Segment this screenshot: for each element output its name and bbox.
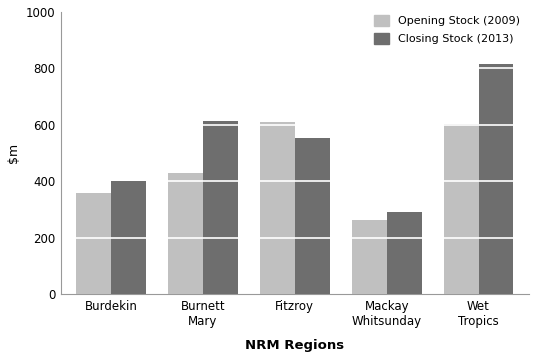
Bar [444, 123, 479, 294]
Legend: Opening Stock (2009), Closing Stock (2013): Opening Stock (2009), Closing Stock (201… [370, 12, 524, 47]
X-axis label: NRM Regions: NRM Regions [245, 339, 345, 352]
Bar [479, 64, 513, 294]
Bar [168, 173, 203, 294]
Y-axis label: $m: $m [7, 143, 20, 163]
Bar [295, 137, 330, 294]
Bar [386, 213, 422, 294]
Bar [76, 193, 111, 294]
Bar [260, 122, 295, 294]
Bar [352, 220, 386, 294]
Bar [203, 121, 238, 294]
Bar [111, 181, 146, 294]
